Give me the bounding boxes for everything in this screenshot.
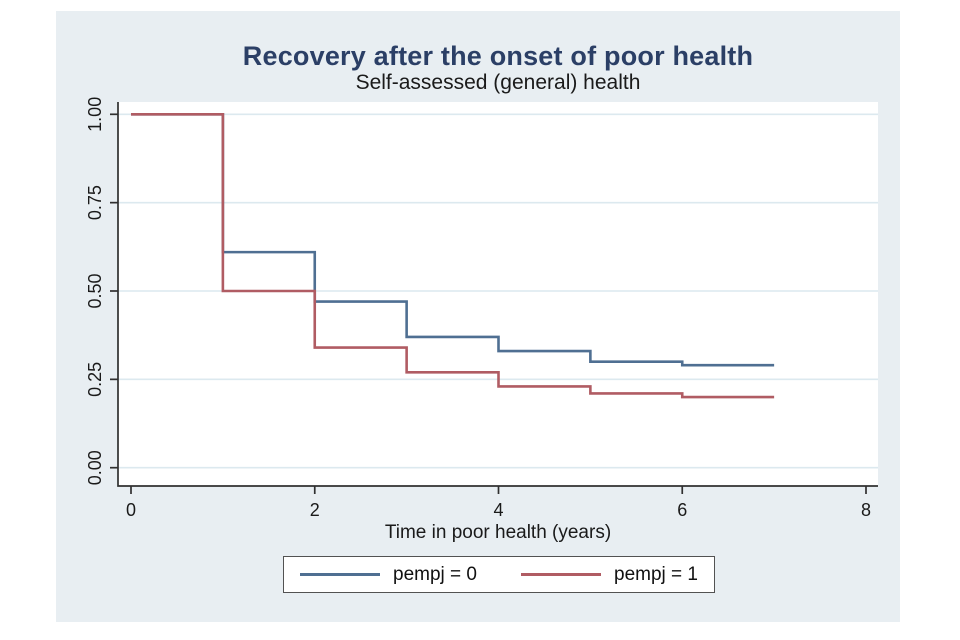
x-tick-label: 0 [126, 500, 136, 520]
graph-region: Recovery after the onset of poor health … [56, 11, 900, 622]
y-tick-label: 0.00 [85, 450, 105, 485]
x-tick-label: 8 [861, 500, 871, 520]
tick-marks-and-labels: 0.00 0.25 0.50 0.75 1.00 0 2 4 6 8 [85, 97, 871, 520]
survival-curve-0 [131, 113, 775, 367]
survival-curves [131, 113, 775, 399]
legend-line-sample-red [521, 573, 602, 576]
legend-entry-pempj-1: pempj = 1 [521, 564, 698, 586]
axis-lines [117, 102, 878, 487]
axes [117, 102, 878, 487]
legend-entry-pempj-0: pempj = 0 [300, 564, 477, 586]
x-tick-label: 4 [493, 500, 503, 520]
chart-title: Recovery after the onset of poor health [242, 41, 754, 71]
x-tick-label: 6 [677, 500, 687, 520]
plot-area-background [118, 102, 878, 486]
survival-curve-1 [131, 113, 775, 399]
plot-canvas: 0.00 0.25 0.50 0.75 1.00 0 2 4 6 8 Time in poor h… [85, 97, 878, 543]
y-tick-label: 0.50 [85, 273, 105, 308]
y-tick-label: 0.25 [85, 362, 105, 397]
legend: pempj = 0 pempj = 1 [283, 556, 715, 593]
y-tick-label: 1.00 [85, 97, 105, 132]
legend-line-sample-blue [300, 573, 380, 576]
y-tick-label: 0.75 [85, 185, 105, 220]
x-tick-label: 2 [310, 500, 320, 520]
x-axis-title: Time in poor health (years) [385, 522, 611, 543]
plot-area [118, 102, 878, 486]
legend-label-pempj-0: pempj = 0 [393, 563, 477, 585]
legend-label-pempj-1: pempj = 1 [614, 563, 698, 585]
chart-subtitle: Self-assessed (general) health [355, 71, 641, 94]
